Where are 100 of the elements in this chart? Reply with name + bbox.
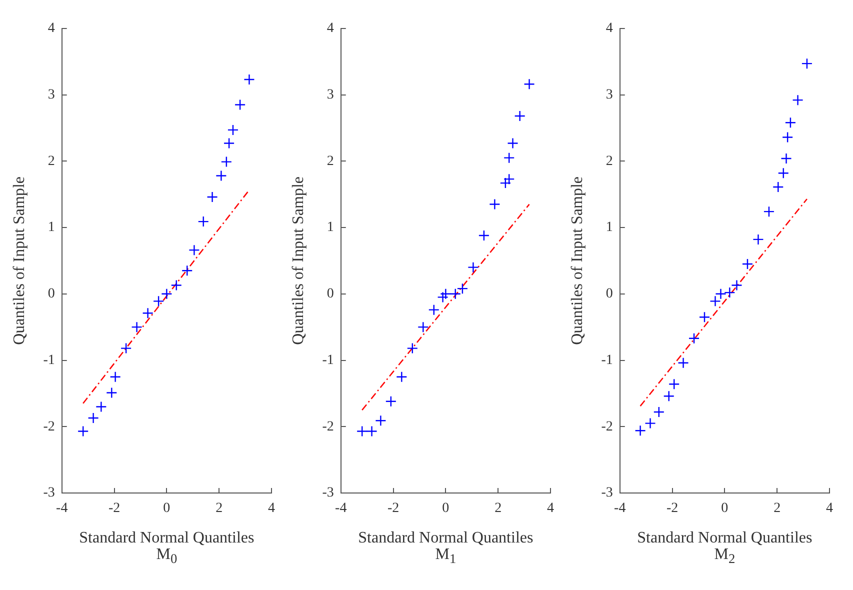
y-tick-label: -1 bbox=[601, 352, 613, 368]
x-axis-title: Standard Normal Quantiles bbox=[79, 530, 254, 547]
point bbox=[724, 286, 736, 298]
point bbox=[780, 152, 792, 164]
text: M$_{2}$ bbox=[714, 546, 736, 568]
x-tick-label: -4 bbox=[614, 501, 626, 516]
point bbox=[731, 280, 742, 291]
x-tick-label: 2 bbox=[216, 501, 223, 516]
x-tick-label: 4 bbox=[547, 501, 554, 516]
point bbox=[188, 244, 200, 256]
y-tick-label: -2 bbox=[43, 419, 55, 434]
point bbox=[152, 296, 164, 307]
y-axis-title: Quantiles of Input Sample bbox=[10, 176, 28, 345]
point bbox=[223, 138, 235, 149]
y-axis-title: Quantiles of Input Sample bbox=[568, 176, 586, 345]
y-tick-label: 0 bbox=[48, 286, 55, 302]
point bbox=[396, 371, 408, 382]
y-tick-label: -2 bbox=[322, 419, 334, 434]
point bbox=[216, 170, 227, 182]
point bbox=[752, 234, 764, 246]
point bbox=[220, 156, 232, 168]
x-tick-label: 4 bbox=[826, 501, 833, 516]
y-tick-label: 3 bbox=[606, 87, 613, 102]
y-tick-label: 4 bbox=[606, 21, 613, 36]
point bbox=[784, 117, 796, 128]
y-tick-label: 4 bbox=[48, 21, 55, 36]
point bbox=[778, 167, 789, 179]
y-tick-label: 2 bbox=[48, 154, 55, 169]
point bbox=[385, 396, 397, 408]
x-tick-label: 0 bbox=[163, 501, 170, 516]
point bbox=[88, 412, 99, 424]
point bbox=[782, 132, 794, 143]
point bbox=[234, 99, 246, 110]
point bbox=[772, 181, 784, 193]
x-tick-label: -4 bbox=[335, 501, 347, 516]
point bbox=[198, 216, 209, 228]
point bbox=[120, 342, 132, 354]
x-tick-label: 2 bbox=[774, 501, 781, 516]
point bbox=[428, 304, 440, 316]
point bbox=[244, 74, 255, 86]
point bbox=[182, 265, 193, 276]
point bbox=[503, 173, 515, 185]
point bbox=[763, 206, 775, 218]
x-tick-label: -2 bbox=[387, 501, 400, 516]
y-tick-label: 0 bbox=[326, 286, 334, 302]
point bbox=[450, 288, 461, 300]
point bbox=[440, 288, 452, 300]
point bbox=[801, 58, 813, 70]
x-axis-title: Standard Normal Quantiles bbox=[637, 530, 812, 547]
point bbox=[634, 425, 646, 436]
point bbox=[96, 401, 107, 412]
point bbox=[644, 418, 656, 429]
x-tick-label: 0 bbox=[442, 501, 450, 516]
y-tick-label: -3 bbox=[601, 486, 613, 501]
point bbox=[468, 262, 479, 273]
point bbox=[418, 321, 429, 333]
y-tick-label: -2 bbox=[601, 419, 613, 434]
point bbox=[524, 78, 535, 90]
point bbox=[131, 321, 142, 333]
y-tick-label: 1 bbox=[326, 220, 334, 236]
point bbox=[456, 282, 468, 294]
y-tick-label: 2 bbox=[326, 154, 334, 169]
x-tick-label: -4 bbox=[56, 501, 68, 516]
y-tick-label: 4 bbox=[326, 21, 334, 36]
point bbox=[170, 280, 182, 291]
point bbox=[792, 94, 804, 106]
point bbox=[663, 390, 674, 402]
point bbox=[366, 426, 378, 437]
y-tick-label: 1 bbox=[48, 220, 55, 236]
point bbox=[142, 308, 154, 319]
point bbox=[206, 191, 218, 203]
point bbox=[698, 312, 710, 323]
y-tick-label: -1 bbox=[43, 352, 55, 368]
point bbox=[375, 415, 386, 426]
x-axis-title: Standard Normal Quantiles bbox=[358, 530, 534, 547]
text: M$_{1}$ bbox=[435, 546, 456, 568]
point bbox=[742, 258, 754, 270]
point bbox=[437, 292, 448, 303]
x-tick-label: -2 bbox=[108, 501, 120, 516]
y-tick-label: 2 bbox=[606, 154, 613, 169]
point bbox=[478, 230, 490, 242]
point bbox=[507, 138, 518, 149]
y-tick-label: 1 bbox=[606, 220, 613, 236]
point bbox=[227, 124, 239, 136]
y-tick-label: 3 bbox=[326, 87, 334, 102]
point bbox=[500, 177, 512, 189]
point bbox=[688, 332, 700, 344]
y-tick-label: 3 bbox=[48, 87, 55, 102]
point bbox=[406, 342, 418, 354]
y-axis-title: Quantiles of Input Sample bbox=[290, 176, 307, 345]
point bbox=[710, 296, 721, 307]
point bbox=[77, 426, 89, 437]
y-tick-label: -3 bbox=[43, 486, 55, 501]
y-tick-label: -1 bbox=[322, 352, 334, 368]
x-tick-label: -2 bbox=[666, 501, 678, 516]
point bbox=[503, 152, 515, 164]
y-tick-label: -3 bbox=[322, 486, 334, 501]
point bbox=[489, 198, 500, 210]
x-tick-label: 4 bbox=[268, 501, 275, 516]
x-tick-label: 2 bbox=[494, 501, 502, 516]
